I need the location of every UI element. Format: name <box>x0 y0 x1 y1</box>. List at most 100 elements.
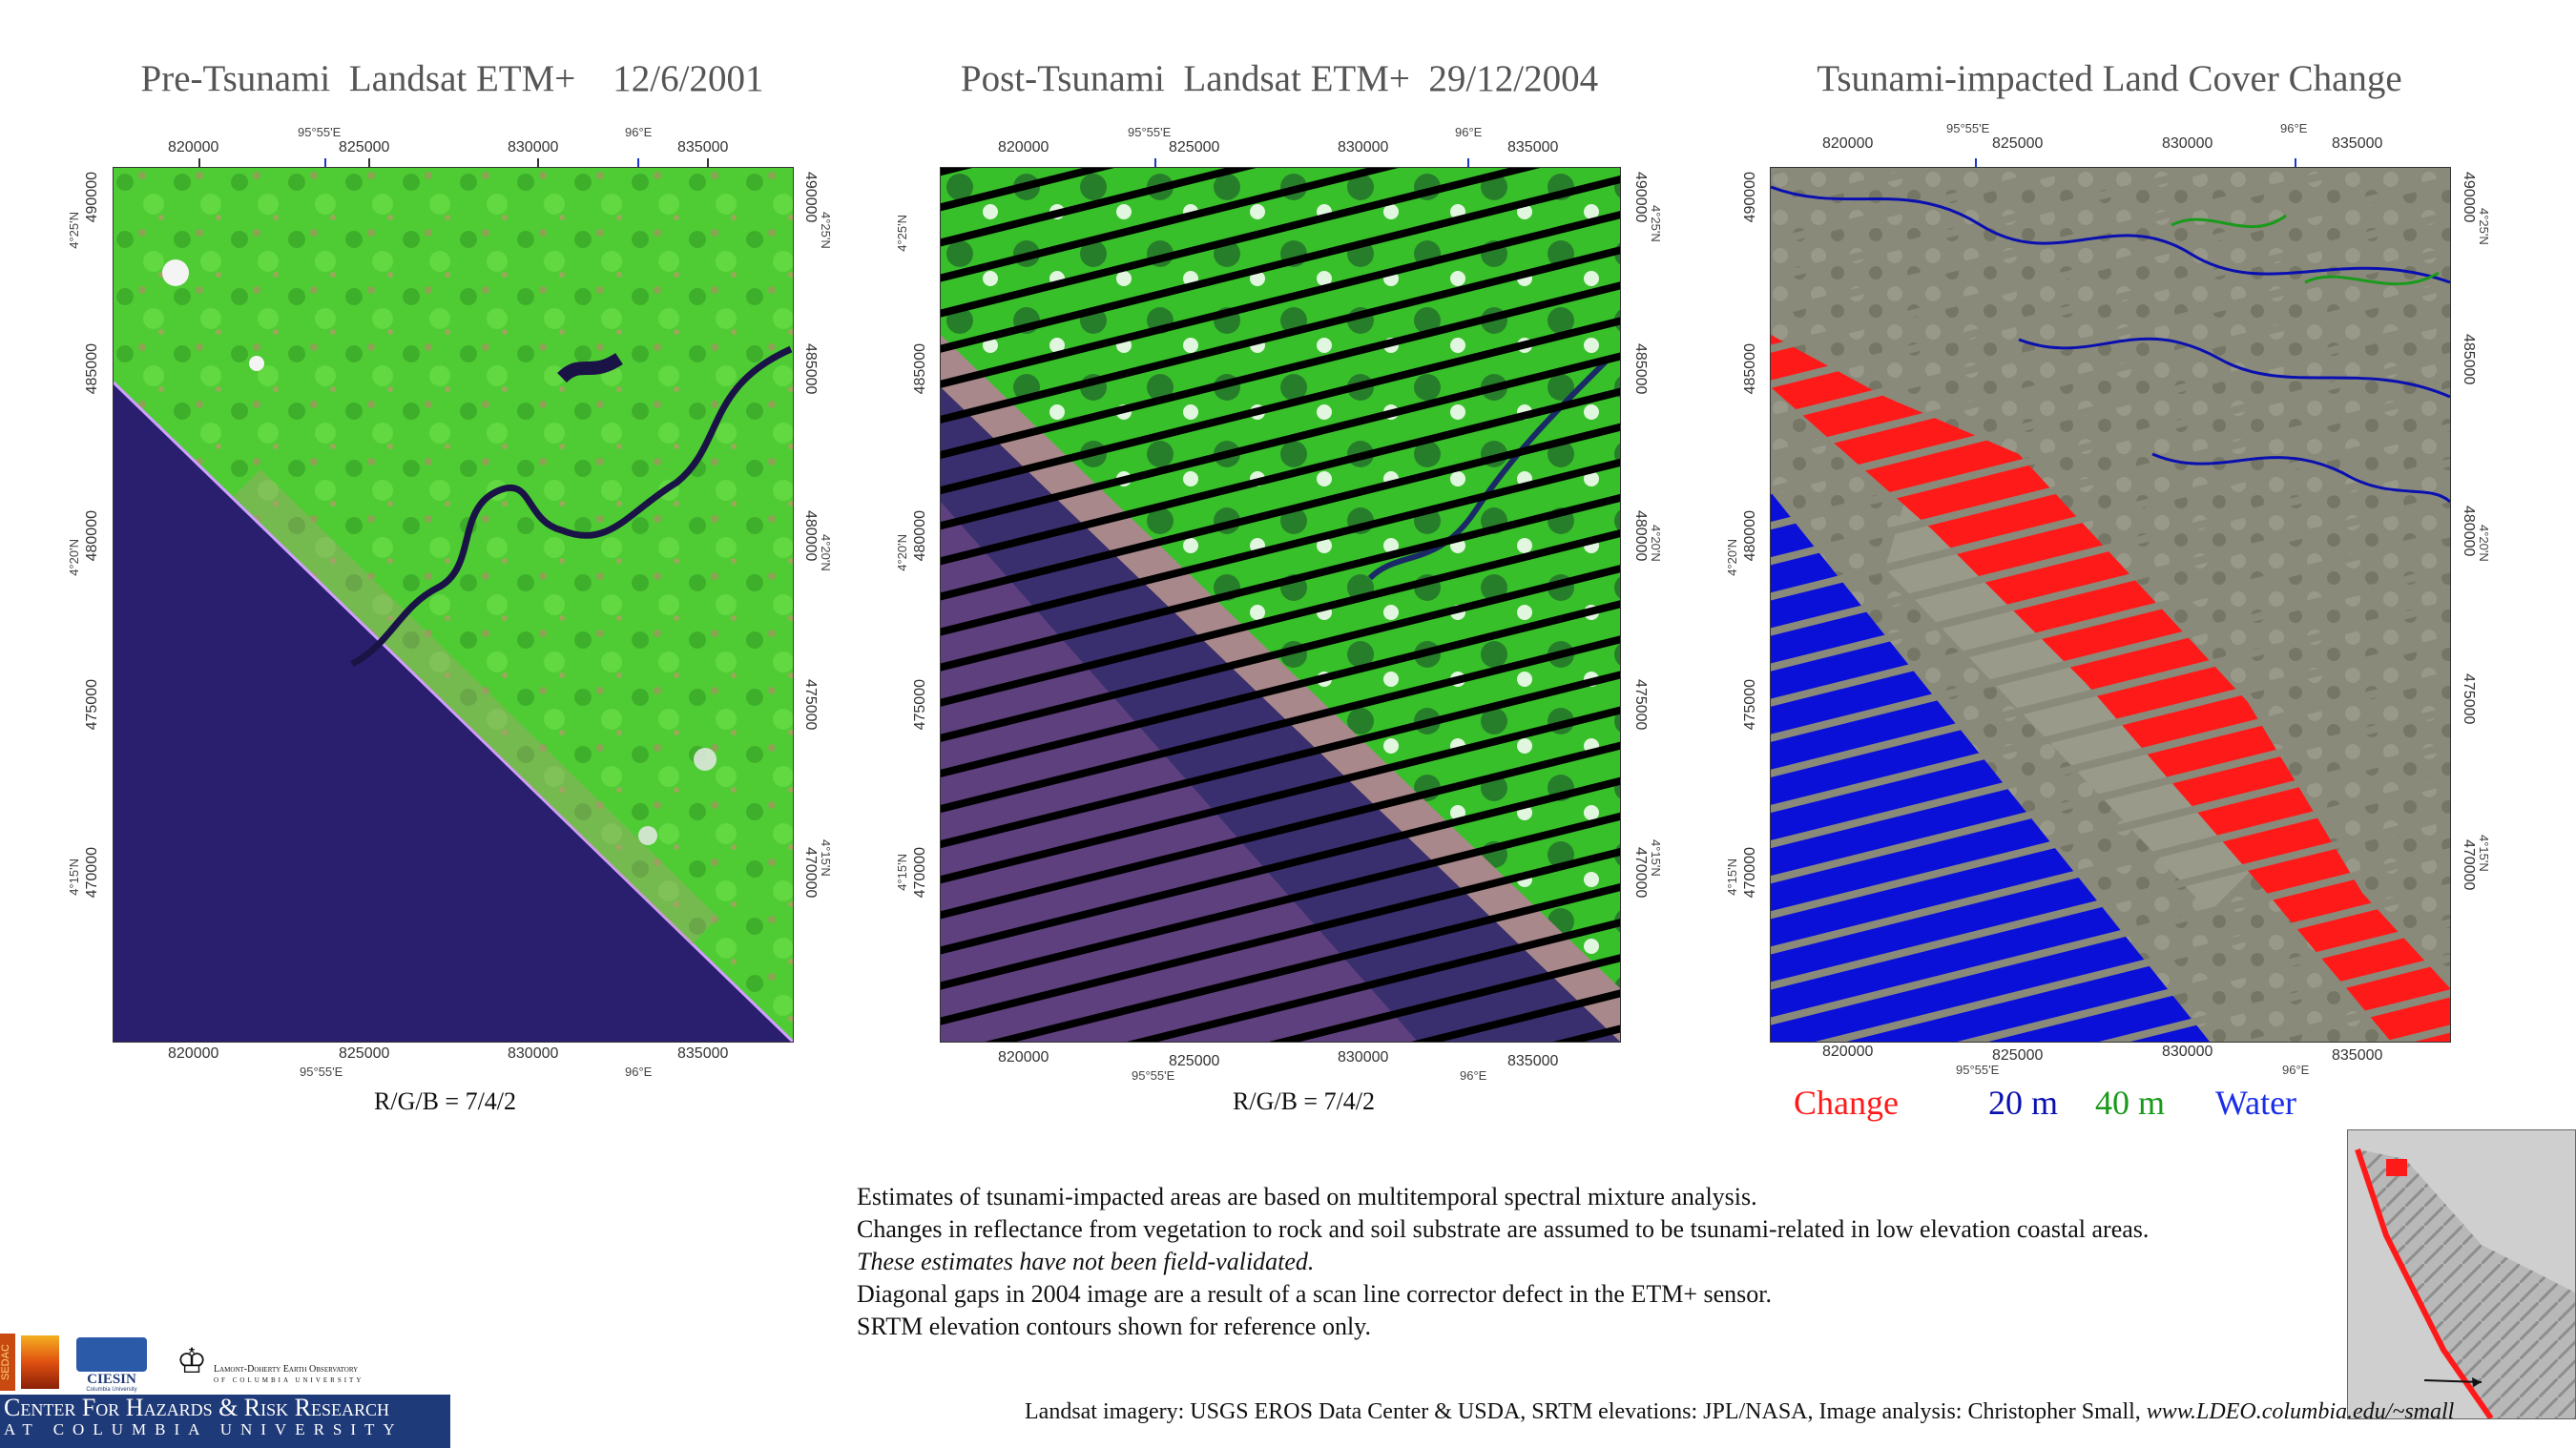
longitude-label-top: 95°55'E <box>298 125 342 139</box>
latitude-label-right: 4°20'N <box>819 534 833 571</box>
northing-label-left: 490000 <box>1742 172 1758 223</box>
northing-label-left: 470000 <box>912 847 928 899</box>
band-combination-caption: R/G/B = 7/4/2 <box>1233 1087 1376 1115</box>
latitude-label-right: 4°15'N <box>2477 835 2491 872</box>
credits-text: Landsat imagery: USGS EROS Data Center &… <box>1025 1399 2141 1424</box>
northing-label-left: 470000 <box>84 847 100 899</box>
longitude-label-bottom: 96°E <box>625 1065 653 1079</box>
longitude-label-top: 95°55'E <box>1946 121 1990 135</box>
easting-label-top: 830000 <box>508 139 559 155</box>
credits-url-link[interactable]: www.LDEO.columbia.edu/~small <box>2146 1399 2455 1424</box>
latitude-label-right: 4°20'N <box>2477 525 2491 562</box>
latitude-label-right: 4°25'N <box>1649 205 1663 242</box>
latitude-label-left: 4°20'N <box>67 539 81 576</box>
legend-change: Change <box>1794 1084 1899 1122</box>
latitude-label-right: 4°25'N <box>819 212 833 249</box>
panel-title-pre: Pre-Tsunami Landsat ETM+ 12/6/2001 <box>140 58 764 99</box>
northing-label-left: 475000 <box>912 679 928 731</box>
easting-label-top: 830000 <box>1338 139 1389 155</box>
grid-tick-mark <box>1154 158 1156 167</box>
sedac-logo-text: SEDAC <box>0 1344 11 1380</box>
grid-tick-mark <box>198 158 200 167</box>
easting-label-top: 825000 <box>1992 135 2044 152</box>
northing-label-right: 490000 <box>1632 172 1649 223</box>
northing-label-left: 480000 <box>912 510 928 562</box>
northing-label-left: 480000 <box>1742 510 1758 562</box>
easting-label-bottom: 820000 <box>168 1045 219 1062</box>
northing-label-right: 470000 <box>1632 847 1649 899</box>
easting-label-bottom: 830000 <box>1338 1049 1389 1065</box>
easting-label-bottom: 835000 <box>677 1045 729 1062</box>
map-pre-tsunami <box>113 167 794 1043</box>
method-notes: Estimates of tsunami-impacted areas are … <box>857 1181 2149 1343</box>
panel-title-change: Tsunami-impacted Land Cover Change <box>1817 58 2402 99</box>
legend-40m: 40 m <box>2095 1084 2166 1122</box>
easting-label-bottom: 830000 <box>508 1045 559 1062</box>
lamont-logo-line2: of Columbia University <box>214 1376 364 1384</box>
ciesin-subtitle: Columbia University <box>86 1387 137 1393</box>
latitude-label-left: 4°15'N <box>1725 858 1739 896</box>
northing-label-right: 480000 <box>2461 506 2477 557</box>
sedac-logo <box>0 1334 15 1391</box>
northing-label-left: 490000 <box>84 172 100 223</box>
easting-label-top: 825000 <box>339 139 390 155</box>
latitude-label-left: 4°20'N <box>1725 539 1739 576</box>
easting-label-bottom: 835000 <box>1507 1053 1559 1069</box>
northing-label-left: 485000 <box>84 343 100 395</box>
northing-label-right: 475000 <box>802 679 819 731</box>
longitude-label-top: 96°E <box>625 125 653 139</box>
easting-label-top: 835000 <box>2332 135 2383 152</box>
latitude-label-right: 4°15'N <box>819 839 833 877</box>
chr-banner-line2: at Columbia University <box>4 1420 404 1438</box>
sunset-logo <box>21 1335 59 1389</box>
longitude-label-bottom: 96°E <box>1460 1068 1487 1083</box>
easting-label-bottom: 825000 <box>339 1045 390 1062</box>
easting-label-bottom: 825000 <box>1169 1053 1220 1069</box>
panel-title-post: Post-Tsunami Landsat ETM+ 29/12/2004 <box>960 58 1599 99</box>
easting-label-top: 835000 <box>1507 139 1559 155</box>
chr-banner-line1: Center For Hazards & Risk Research <box>4 1394 390 1421</box>
northing-label-left: 475000 <box>84 679 100 731</box>
band-combination-caption: R/G/B = 7/4/2 <box>374 1087 517 1115</box>
longitude-label-bottom: 95°55'E <box>300 1065 343 1079</box>
northing-label-right: 480000 <box>802 510 819 562</box>
map-land-cover-change <box>1770 167 2451 1043</box>
grid-tick-mark <box>537 158 539 167</box>
northing-label-right: 490000 <box>2461 172 2477 223</box>
grid-tick-mark <box>637 158 639 167</box>
northing-label-right: 470000 <box>2461 839 2477 891</box>
northing-label-right: 475000 <box>1632 679 1649 731</box>
crown-icon: ♔ <box>176 1342 208 1381</box>
latitude-label-left: 4°25'N <box>895 215 909 252</box>
easting-label-top: 825000 <box>1169 139 1220 155</box>
latitude-label-left: 4°25'N <box>67 212 81 249</box>
easting-label-top: 820000 <box>998 139 1049 155</box>
northing-label-right: 475000 <box>2461 673 2477 725</box>
northing-label-right: 480000 <box>1632 510 1649 562</box>
northing-label-left: 470000 <box>1742 847 1758 899</box>
latitude-label-right: 4°25'N <box>2477 208 2491 245</box>
lamont-logo-line1: Lamont-Doherty Earth Observatory <box>214 1364 359 1375</box>
partner-logos: SEDAC CIESIN Columbia University ♔ Lamon… <box>0 1334 448 1393</box>
longitude-label-top: 96°E <box>1455 125 1483 139</box>
longitude-label-bottom: 96°E <box>2282 1063 2310 1077</box>
chr-banner-logo: Center For Hazards & Risk Research at Co… <box>0 1395 450 1448</box>
note-line: SRTM elevation contours shown for refere… <box>857 1313 1371 1340</box>
grid-tick-mark <box>1975 158 1977 167</box>
latitude-label-left: 4°20'N <box>895 534 909 571</box>
easting-label-bottom: 825000 <box>1992 1047 2044 1064</box>
easting-label-bottom: 835000 <box>2332 1047 2383 1064</box>
longitude-label-top: 95°55'E <box>1128 125 1172 139</box>
note-line: Changes in reflectance from vegetation t… <box>857 1215 2150 1243</box>
latitude-label-right: 4°15'N <box>1649 839 1663 877</box>
easting-label-top: 835000 <box>677 139 729 155</box>
northing-label-left: 485000 <box>1742 343 1758 395</box>
globe-icon <box>76 1337 147 1372</box>
grid-tick-mark <box>324 158 326 167</box>
longitude-label-top: 96°E <box>2280 121 2308 135</box>
easting-label-top: 820000 <box>168 139 219 155</box>
longitude-label-bottom: 95°55'E <box>1956 1063 2000 1077</box>
ciesin-logo-text: CIESIN <box>87 1372 136 1387</box>
map-post-tsunami <box>940 167 1621 1043</box>
easting-label-bottom: 820000 <box>1822 1044 1874 1060</box>
